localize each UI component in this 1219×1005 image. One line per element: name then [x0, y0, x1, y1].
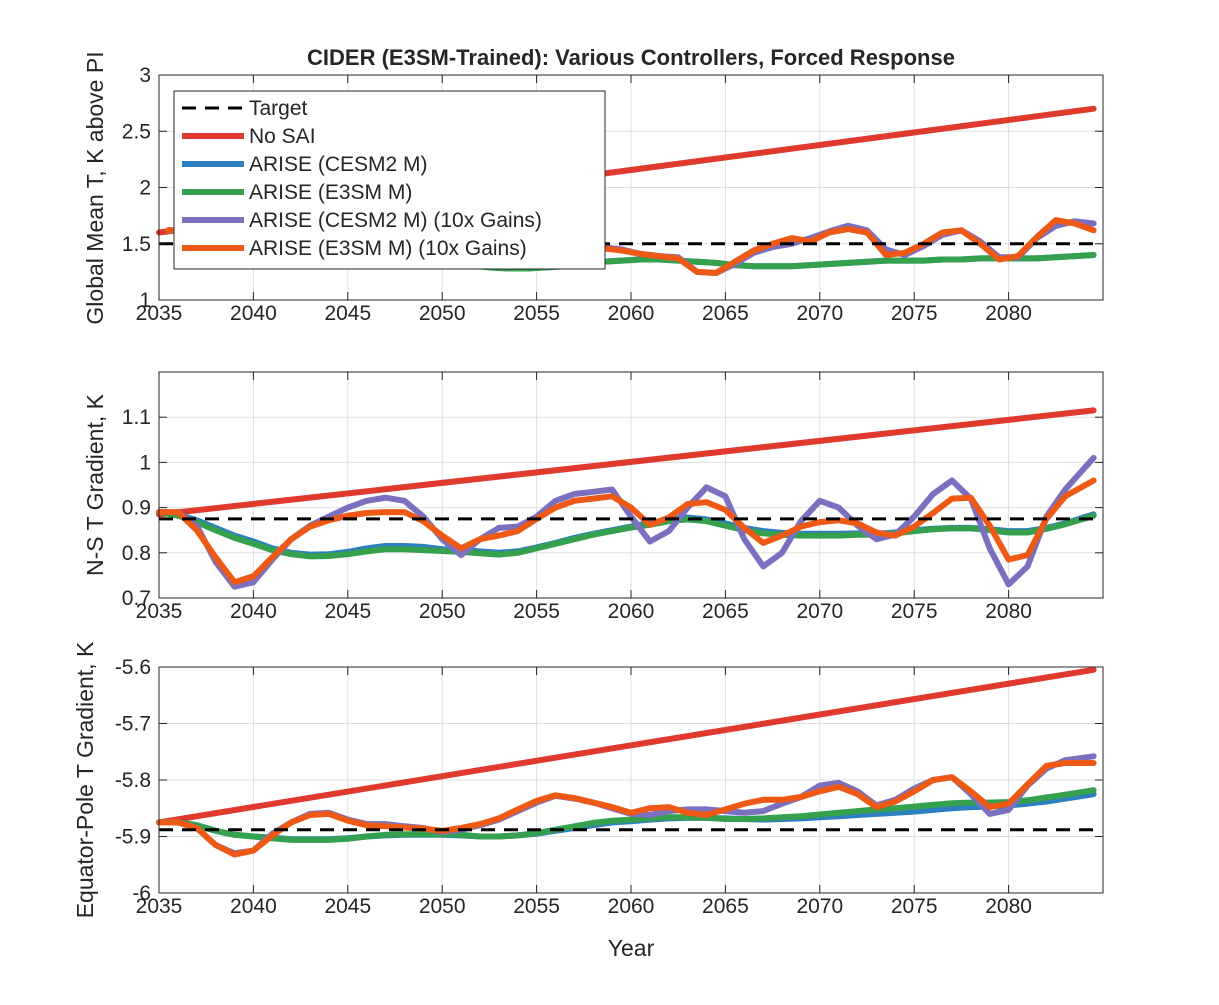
y-tick-label: 0.7	[122, 587, 151, 610]
x-tick-label: 2045	[324, 600, 371, 623]
legend-entries: Target No SAI ARISE (CESM2 M) ARISE (E3SM M…	[182, 97, 542, 260]
y-tick-label: -5.6	[115, 656, 151, 679]
y-tick-label: -5.7	[115, 713, 151, 736]
y-axis-ticks: 1 1.5 2 2.5 3	[122, 64, 1103, 312]
panel-global-mean-temperature: 2035 2040 2045 2050 2055 2060 2065 2070 2075 2080…	[82, 45, 1104, 325]
x-tick-label: 2065	[702, 302, 749, 325]
legend-label: ARISE (CESM2 M)	[249, 153, 428, 176]
x-tick-label: 2035	[136, 600, 183, 623]
series-line-no-sai	[156, 407, 1097, 518]
x-tick-label: 2060	[608, 895, 655, 918]
x-tick-label: 2060	[608, 600, 655, 623]
y-axis-label: Global Mean T, K above PI	[82, 51, 108, 324]
y-tick-label: 0.9	[122, 497, 151, 520]
x-tick-label: 2080	[985, 600, 1032, 623]
legend: Target No SAI ARISE (CESM2 M) ARISE (E3SM M…	[173, 90, 606, 270]
x-tick-label: 2075	[891, 600, 938, 623]
x-tick-label: 2045	[324, 895, 371, 918]
x-tick-label: 2065	[702, 895, 749, 918]
legend-label: Target	[249, 97, 308, 120]
x-tick-label: 2060	[608, 302, 655, 325]
x-axis-ticks: 2035 2040 2045 2050 2055 2060 2065 2070 2075 2080	[136, 372, 1032, 623]
y-tick-label: 1	[139, 289, 151, 312]
y-axis-label: Equator-Pole T Gradient, K	[72, 641, 98, 918]
x-tick-label: 2035	[136, 302, 183, 325]
series-line-arise-e3sm	[156, 787, 1097, 843]
legend-box	[173, 90, 606, 270]
x-tick-label: 2080	[985, 895, 1032, 918]
legend-label: ARISE (E3SM M) (10x Gains)	[249, 237, 527, 260]
x-tick-label: 2055	[513, 302, 560, 325]
x-tick-label: 2050	[419, 895, 466, 918]
y-tick-label: 2	[139, 177, 151, 200]
series-line-arise-e3sm	[156, 509, 1097, 560]
x-tick-label: 2040	[230, 600, 277, 623]
legend-label: No SAI	[249, 125, 316, 148]
series-line-no-sai	[156, 666, 1097, 826]
x-tick-label: 2080	[985, 302, 1032, 325]
x-axis-ticks: 2035 2040 2045 2050 2055 2060 2065 2070 2075 2080	[136, 75, 1032, 325]
x-tick-label: 2070	[796, 302, 843, 325]
y-tick-label: -5.8	[115, 769, 151, 792]
x-tick-label: 2065	[702, 600, 749, 623]
y-axis-label: N-S T Gradient, K	[82, 393, 108, 576]
series-line-arise-e3sm-10x	[156, 477, 1097, 586]
x-tick-label: 2075	[891, 302, 938, 325]
x-tick-label: 2075	[891, 895, 938, 918]
x-axis-label: Year	[608, 935, 655, 961]
x-tick-label: 2040	[230, 302, 277, 325]
series-lines	[156, 407, 1097, 590]
x-tick-label: 2070	[796, 600, 843, 623]
x-tick-label: 2070	[796, 895, 843, 918]
x-tick-label: 2035	[136, 895, 183, 918]
panel-equator-pole-gradient: 2035 2040 2045 2050 2055 2060 2065 2070 2075 2080…	[72, 641, 1104, 961]
series-line-arise-e3sm-10x	[156, 760, 1097, 858]
panel-ns-gradient: 2035 2040 2045 2050 2055 2060 2065 2070 2075 2080…	[82, 371, 1104, 623]
legend-label: ARISE (CESM2 M) (10x Gains)	[249, 209, 542, 232]
legend-label: ARISE (E3SM M)	[249, 181, 412, 204]
series-lines	[156, 666, 1097, 858]
x-tick-label: 2040	[230, 895, 277, 918]
y-tick-label: -5.9	[115, 826, 151, 849]
x-tick-label: 2045	[324, 302, 371, 325]
y-tick-label: 1.1	[122, 406, 151, 429]
y-axis-ticks: -6 -5.9 -5.8 -5.7 -5.6	[115, 656, 1103, 905]
y-tick-label: 3	[139, 64, 151, 87]
y-axis-ticks: 0.7 0.8 0.9 1 1.1	[122, 406, 1103, 610]
x-tick-label: 2050	[419, 600, 466, 623]
x-tick-label: 2055	[513, 895, 560, 918]
x-tick-label: 2050	[419, 302, 466, 325]
x-axis-ticks: 2035 2040 2045 2050 2055 2060 2065 2070 2075 2080	[136, 667, 1032, 918]
x-tick-label: 2055	[513, 600, 560, 623]
y-tick-label: 2.5	[122, 120, 151, 143]
chart-title: CIDER (E3SM-Trained): Various Controller…	[307, 45, 955, 70]
y-tick-label: 0.8	[122, 542, 151, 565]
y-tick-label: -6	[132, 882, 151, 905]
y-tick-label: 1.5	[122, 233, 151, 256]
y-tick-label: 1	[139, 451, 151, 474]
